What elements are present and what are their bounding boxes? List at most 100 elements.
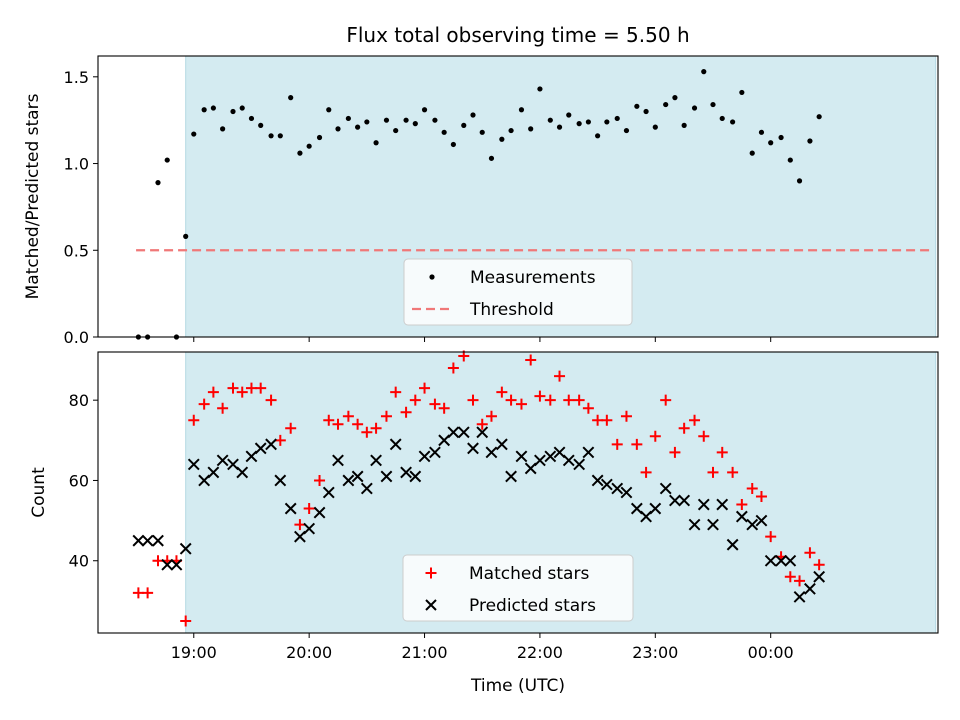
predicted-star-point (716, 498, 729, 511)
predicted-star-point (582, 446, 595, 459)
measurement-point (758, 129, 765, 135)
measurement-point (258, 122, 264, 128)
matched-star-point (409, 394, 421, 406)
measurement-point (297, 150, 303, 156)
predicted-star-point (409, 470, 422, 483)
predicted-star-point (284, 502, 297, 515)
measurement-point (201, 107, 207, 113)
predicted-star-point (342, 474, 355, 487)
predicted-star-point (207, 466, 220, 479)
matched-star-point (294, 519, 306, 531)
legend-label: Measurements (470, 268, 596, 288)
predicted-star-point (187, 458, 200, 471)
measurement-point (623, 127, 630, 134)
measurement-point (663, 101, 669, 108)
matched-star-point (736, 499, 748, 511)
measurement-point (164, 157, 170, 163)
predicted-star-point (216, 454, 229, 467)
matched-star-point (496, 386, 508, 398)
y-tick-label: 60 (69, 471, 89, 490)
predicted-star-point (418, 450, 431, 463)
predicted-star-point (591, 474, 604, 487)
predicted-star-point (669, 494, 681, 507)
measurement-point (191, 131, 197, 137)
matched-star-point (755, 491, 767, 503)
predicted-star-point (236, 466, 249, 479)
measurement-point (277, 133, 283, 139)
matched-star-point (813, 559, 825, 571)
chart-title: Flux total observing time = 5.50 h (346, 23, 689, 47)
matched-star-point (342, 410, 354, 422)
predicted-star-point (505, 470, 517, 483)
matched-star-point (332, 418, 344, 430)
predicted-star-point (322, 486, 335, 499)
measurement-point (432, 117, 438, 123)
matched-star-point (198, 398, 210, 410)
predicted-star-point (351, 470, 364, 483)
measurement-point (566, 112, 572, 118)
matched-star-point (370, 422, 382, 434)
measurement-point (508, 127, 514, 134)
matched-star-point (573, 394, 585, 406)
matched-star-point (554, 370, 566, 382)
predicted-star-point (534, 454, 546, 467)
matched-star-point (152, 555, 164, 567)
y-axis-label: Count (29, 467, 49, 518)
measurement-point (248, 115, 255, 122)
measurement-point (576, 121, 582, 127)
matched-star-point (649, 430, 661, 442)
measurement-point (316, 134, 323, 141)
y-tick-label: 80 (69, 391, 89, 410)
matched-star-point (314, 474, 326, 486)
matched-star-point (217, 402, 229, 414)
measurement-point (230, 108, 236, 115)
matched-star-point (544, 394, 556, 406)
measurement-point (614, 115, 620, 122)
predicted-star-point (265, 438, 277, 451)
predicted-star-point (775, 554, 787, 567)
measurement-point (155, 180, 161, 186)
legend-label: Predicted stars (469, 596, 596, 616)
measurement-point (461, 122, 467, 128)
measurement-point (691, 105, 698, 111)
legend: Matched stars Predicted stars (402, 554, 634, 622)
measurement-point (537, 86, 543, 92)
matched-star-point (207, 386, 219, 398)
measurement-point (239, 105, 245, 111)
y-tick-label: 0.5 (64, 241, 89, 260)
predicted-star-point (697, 498, 710, 511)
measurement-point (643, 108, 649, 115)
predicted-star-point (429, 446, 441, 459)
matched-star-point (515, 398, 527, 410)
measurement-point (403, 117, 409, 123)
measurement-point (220, 126, 226, 132)
legend-label: Matched stars (469, 564, 589, 584)
measurement-point (383, 117, 390, 123)
matched-star-point (784, 571, 796, 583)
measurement-point (288, 95, 294, 101)
predicted-star-point (746, 518, 759, 531)
matched-star-point (476, 418, 488, 430)
matched-star-point (592, 414, 604, 426)
predicted-star-point (467, 442, 479, 455)
measurement-point (488, 155, 495, 161)
measurement-point (701, 69, 707, 75)
predicted-star-point (476, 426, 489, 439)
matched-star-point (660, 394, 672, 406)
matched-star-point (255, 382, 267, 394)
predicted-star-point (611, 482, 624, 495)
measurement-point (787, 157, 793, 163)
count-panel: 40 60 80 19:00 20:00 21:00 22:00 23:00 00:00 Coun… (29, 350, 939, 662)
measurement-point (730, 119, 736, 125)
matched-star-point (698, 430, 710, 442)
axes-frame (97, 351, 939, 634)
matched-star-point (142, 587, 154, 599)
measurement-point (393, 127, 399, 134)
matched-star-point (746, 482, 758, 494)
predicted-star-point (804, 582, 816, 595)
matched-star-point (485, 410, 497, 422)
measurement-point (768, 140, 774, 146)
x-tick-label: 19:00 (171, 643, 217, 662)
matched-star-point (380, 410, 392, 422)
predicted-star-point (360, 482, 373, 495)
